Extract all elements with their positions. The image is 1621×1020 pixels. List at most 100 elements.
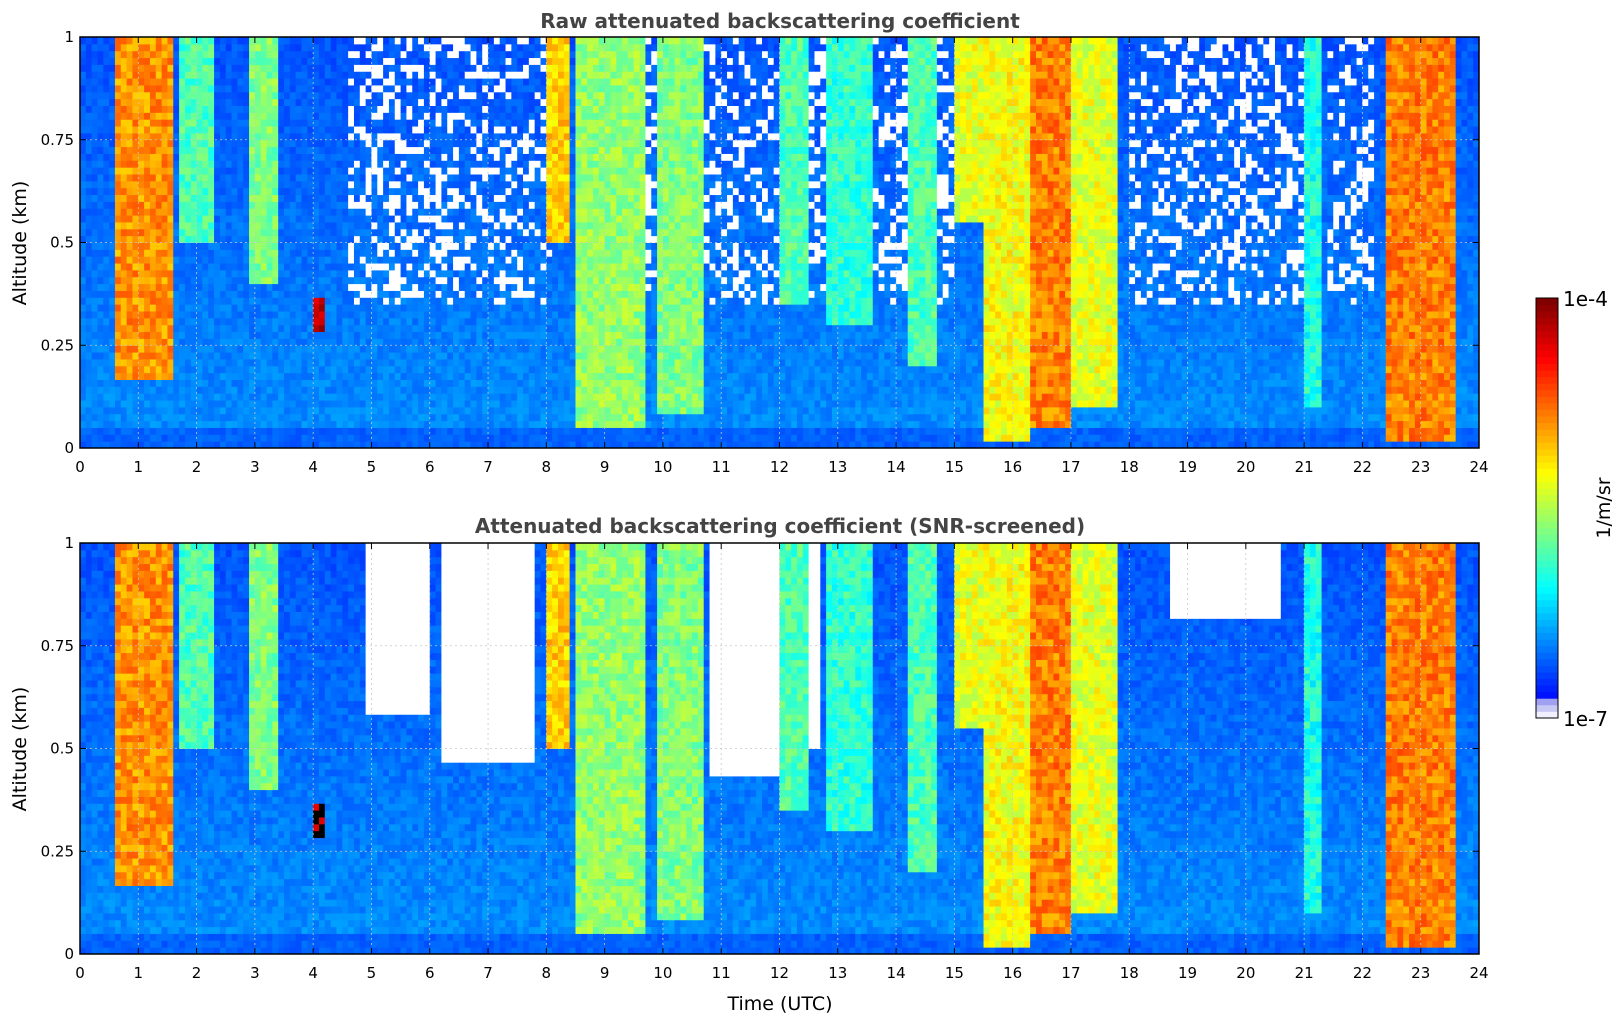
heatmap-cell (505, 420, 512, 428)
heatmap-cell (517, 269, 524, 278)
heatmap-cell (179, 317, 186, 326)
heatmap-cell (441, 379, 448, 387)
heatmap-cell (383, 91, 390, 100)
heatmap-cell (383, 146, 390, 154)
heatmap-cell (371, 249, 378, 257)
heatmap-cell (91, 112, 98, 120)
heatmap-cell (138, 50, 145, 59)
heatmap-cell (435, 365, 442, 374)
heatmap-cell (289, 119, 297, 127)
heatmap-cell (377, 37, 384, 45)
heatmap-cell (511, 393, 518, 401)
heatmap-cell (91, 263, 98, 271)
heatmap-cell (534, 434, 541, 442)
heatmap-cell (225, 139, 233, 148)
heatmap-cell (342, 112, 349, 120)
heatmap-cell (458, 84, 466, 93)
heatmap-cell (336, 276, 343, 285)
heatmap-cell (453, 180, 460, 189)
heatmap-cell (91, 372, 98, 380)
heatmap-cell (126, 57, 133, 65)
heatmap-cell (149, 119, 157, 127)
heatmap-cell (319, 379, 326, 387)
heatmap-cell (85, 249, 93, 257)
heatmap-cell (196, 365, 203, 374)
heatmap-cell (237, 50, 244, 59)
heatmap-cell (528, 400, 536, 408)
heatmap-cell (552, 263, 559, 271)
heatmap-cell (453, 249, 460, 257)
heatmap-cell (418, 379, 425, 387)
heatmap-cell (546, 50, 553, 59)
heatmap-cell (284, 187, 291, 196)
heatmap-cell (190, 317, 198, 326)
heatmap-cell (540, 57, 547, 65)
heatmap-cell (493, 365, 501, 374)
heatmap-cell (120, 91, 128, 100)
heatmap-cell (458, 249, 466, 257)
heatmap-cell (319, 180, 326, 189)
heatmap-cell (552, 400, 559, 408)
heatmap-cell (313, 386, 320, 394)
heatmap-cell (144, 317, 151, 326)
heatmap-cell (418, 174, 425, 182)
heatmap-cell (231, 235, 238, 243)
heatmap-cell (144, 78, 151, 86)
heatmap-cell (423, 297, 431, 305)
heatmap-cell (190, 413, 198, 422)
heatmap-cell (243, 263, 250, 271)
heatmap-cell (546, 420, 553, 428)
heatmap-cell (412, 290, 419, 298)
heatmap-cell (348, 215, 355, 223)
heatmap-cell (295, 132, 303, 141)
heatmap-cell (80, 324, 87, 333)
heatmap-cell (353, 201, 361, 209)
heatmap-cell (517, 352, 524, 360)
heatmap-cell (348, 345, 355, 353)
heatmap-cell (348, 64, 355, 72)
heatmap-cell (132, 441, 139, 448)
heatmap-cell (138, 420, 145, 428)
heatmap-cell (80, 132, 87, 141)
heatmap-cell (493, 283, 501, 291)
heatmap-cell (330, 386, 337, 394)
heatmap-cell (219, 427, 227, 435)
heatmap-cell (155, 167, 163, 175)
heatmap-cell (243, 64, 250, 72)
heatmap-cell (109, 132, 116, 141)
heatmap-cell (289, 98, 297, 106)
heatmap-cell (447, 201, 454, 209)
heatmap-cell (458, 304, 466, 312)
heatmap-cell (301, 153, 308, 161)
heatmap-cell (499, 98, 507, 106)
heatmap-cell (202, 276, 209, 285)
heatmap-cell (91, 269, 98, 278)
heatmap-cell (453, 263, 460, 271)
heatmap-cell (348, 379, 355, 387)
heatmap-cell (546, 167, 553, 175)
heatmap-cell (365, 146, 372, 154)
heatmap-cell (219, 208, 227, 216)
heatmap-cell (260, 324, 268, 333)
heatmap-cell (493, 352, 501, 360)
heatmap-cell (109, 105, 116, 113)
heatmap-cell (144, 393, 151, 401)
heatmap-cell (365, 352, 372, 360)
heatmap-cell (196, 112, 203, 120)
heatmap-cell (184, 98, 192, 106)
heatmap-cell (179, 324, 186, 333)
heatmap-cell (196, 256, 203, 264)
heatmap-cell (173, 324, 180, 333)
heatmap-cell (348, 180, 355, 189)
heatmap-cell (243, 420, 250, 428)
heatmap-cell (208, 160, 215, 168)
heatmap-cell (289, 194, 297, 202)
heatmap-cell (109, 283, 116, 291)
heatmap-cell (435, 37, 442, 45)
heatmap-cell (470, 215, 477, 223)
heatmap-cell (377, 91, 384, 100)
top-panel-title: Raw attenuated backscattering coefficien… (540, 9, 1020, 33)
heatmap-cell (534, 160, 541, 168)
heatmap-cell (184, 221, 192, 230)
heatmap-cell (243, 139, 250, 148)
